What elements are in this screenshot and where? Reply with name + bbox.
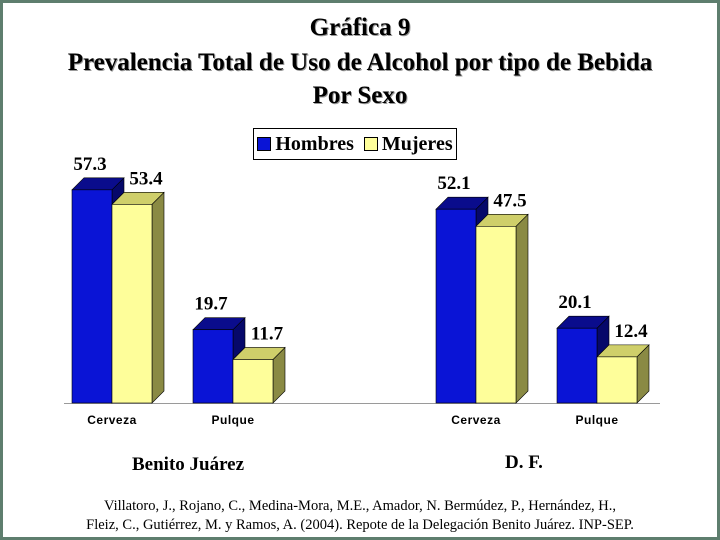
category-label-benito-juarez-pulque: Pulque: [211, 413, 254, 427]
bar-benito-juarez-cerveza-hombres: [71, 189, 113, 404]
data-label-benito-juarez-pulque-hombres: 19.7: [194, 294, 228, 315]
bar-d-f-cerveza-mujeres: [475, 226, 517, 404]
legend-swatch-hombres: [257, 137, 272, 151]
legend-entry-hombres: Hombres: [257, 133, 354, 156]
category-label-benito-juarez-cerveza: Cerveza: [87, 413, 137, 427]
bar-benito-juarez-pulque-mujeres: [232, 359, 274, 404]
data-label-d-f-cerveza-hombres: 52.1: [437, 173, 470, 194]
data-label-benito-juarez-cerveza-hombres: 57.3: [73, 154, 106, 175]
data-label-benito-juarez-cerveza-mujeres: 53.4: [129, 168, 163, 189]
citation-line-2: Fleiz, C., Gutiérrez, M. y Ramos, A. (20…: [86, 517, 634, 533]
group-label-df: D. F.: [505, 452, 543, 473]
legend-entry-mujeres: Mujeres: [363, 132, 453, 156]
legend-label-hombres: Hombres: [275, 132, 354, 155]
chart-title-line-1: Gráfica 9: [309, 14, 411, 41]
bar-benito-juarez-pulque-hombres: [192, 329, 234, 404]
category-label-d-f-cerveza: Cerveza: [451, 413, 501, 427]
data-label-d-f-cerveza-mujeres: 47.5: [493, 190, 526, 211]
category-label-d-f-pulque: Pulque: [575, 413, 618, 427]
chart-title-line-3: Por Sexo: [312, 82, 408, 109]
data-label-benito-juarez-pulque-mujeres: 11.7: [251, 323, 284, 344]
legend-swatch-mujeres: [363, 137, 378, 151]
bar-benito-juarez-cerveza-mujeres-side: [151, 191, 165, 404]
bar-benito-juarez-cerveza-mujeres: [111, 204, 153, 404]
bar-d-f-pulque-hombres: [556, 327, 598, 404]
chart-legend: Hombres Mujeres: [253, 128, 457, 160]
data-label-d-f-pulque-mujeres: 12.4: [614, 321, 648, 342]
citation-line-1: Villatoro, J., Rojano, C., Medina-Mora, …: [104, 498, 616, 514]
chart-title-line-2: Prevalencia Total de Uso de Alcohol por …: [67, 49, 653, 76]
bar-d-f-pulque-mujeres: [596, 356, 638, 404]
bar-d-f-cerveza-hombres: [435, 208, 477, 404]
legend-label-mujeres: Mujeres: [381, 132, 453, 155]
group-label-benito-juarez: Benito Juárez: [132, 454, 245, 475]
bar-d-f-cerveza-mujeres-side: [515, 213, 529, 404]
data-label-d-f-pulque-hombres: 20.1: [558, 292, 591, 313]
